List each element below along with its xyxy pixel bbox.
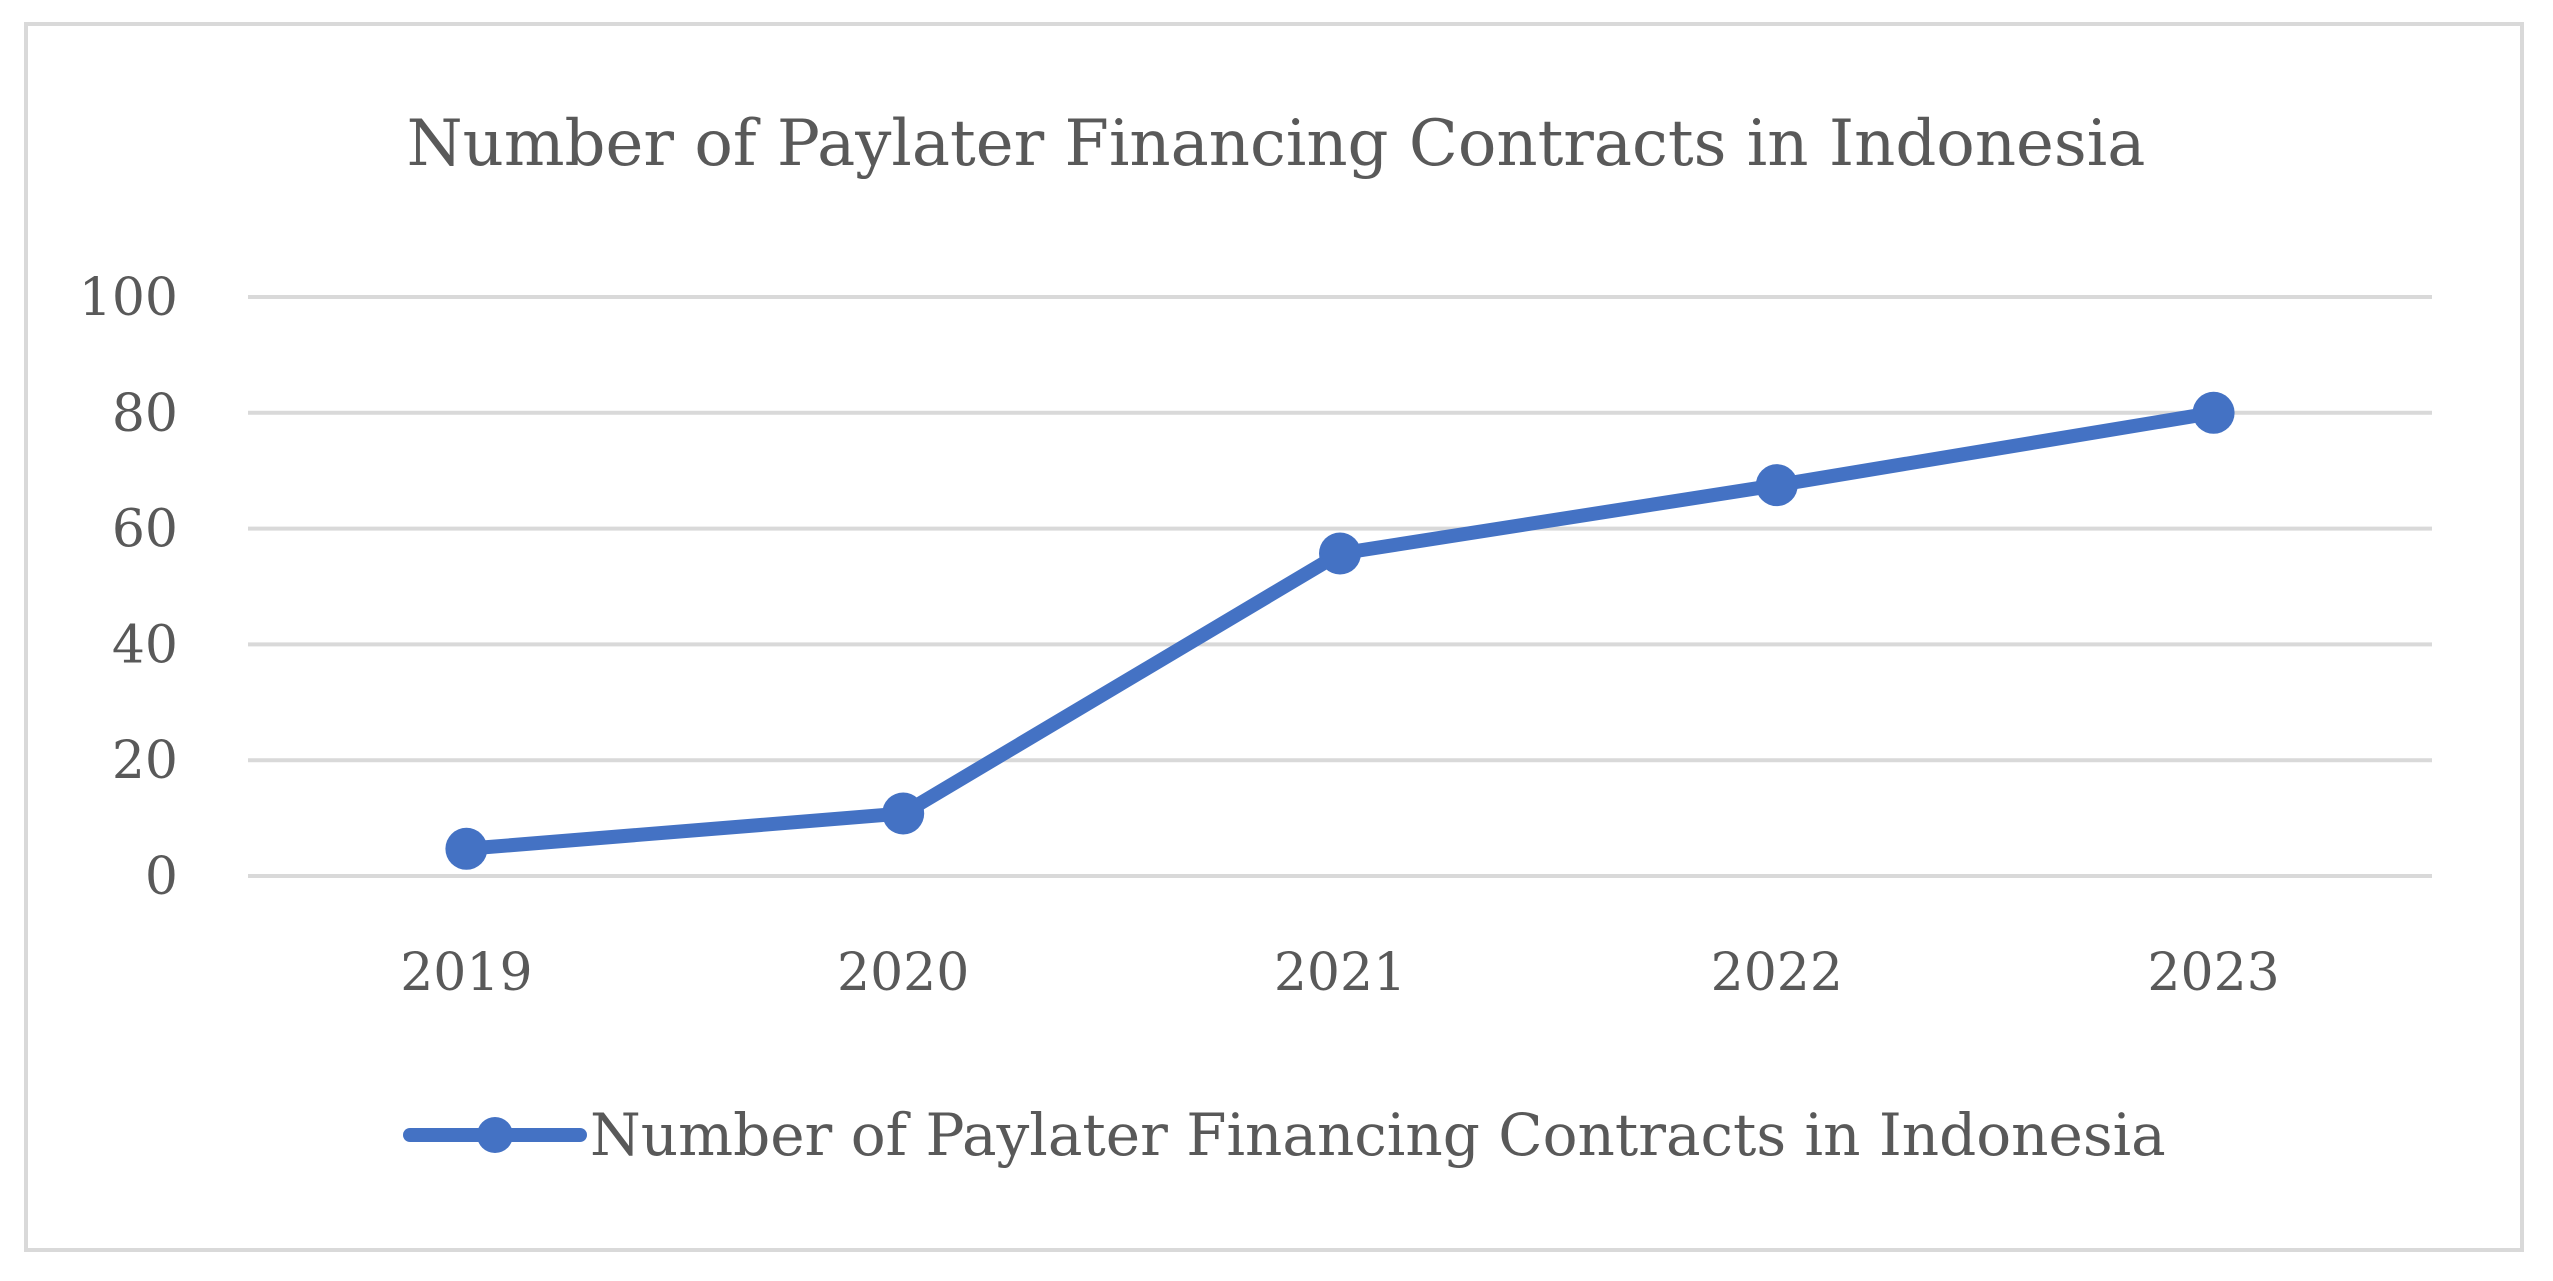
x-tick-label: 2022 bbox=[1711, 943, 1843, 1003]
x-tick-label: 2021 bbox=[1274, 943, 1406, 1003]
series-layer bbox=[445, 391, 2235, 870]
y-tick-label: 20 bbox=[112, 731, 178, 791]
y-tick-label: 100 bbox=[79, 268, 178, 328]
y-tick-label: 40 bbox=[112, 615, 178, 675]
x-tick-label: 2023 bbox=[2147, 943, 2279, 1003]
data-point-2023 bbox=[2192, 391, 2235, 434]
y-tick-label: 80 bbox=[112, 384, 178, 444]
data-point-2022 bbox=[1755, 464, 1798, 507]
legend: Number of Paylater Financing Contracts i… bbox=[403, 1101, 2166, 1169]
series-line bbox=[459, 405, 2221, 856]
legend-marker-icon bbox=[477, 1117, 513, 1153]
gridlines bbox=[248, 295, 2432, 878]
chart-title: Number of Paylater Financing Contracts i… bbox=[407, 107, 2146, 181]
chart-frame bbox=[24, 22, 2524, 1252]
y-tick-label: 0 bbox=[145, 847, 178, 907]
data-point-2020 bbox=[882, 792, 925, 835]
data-point-2019 bbox=[445, 827, 488, 870]
x-tick-label: 2020 bbox=[837, 943, 969, 1003]
legend-label: Number of Paylater Financing Contracts i… bbox=[590, 1101, 2166, 1169]
data-point-2021 bbox=[1319, 532, 1361, 575]
x-tick-label: 2019 bbox=[400, 943, 532, 1003]
y-tick-label: 60 bbox=[112, 500, 178, 560]
y-axis-ticks: 0 20 40 60 80 100 bbox=[79, 268, 178, 907]
x-axis-ticks: 2019 2020 2021 2022 2023 bbox=[400, 943, 2280, 1003]
